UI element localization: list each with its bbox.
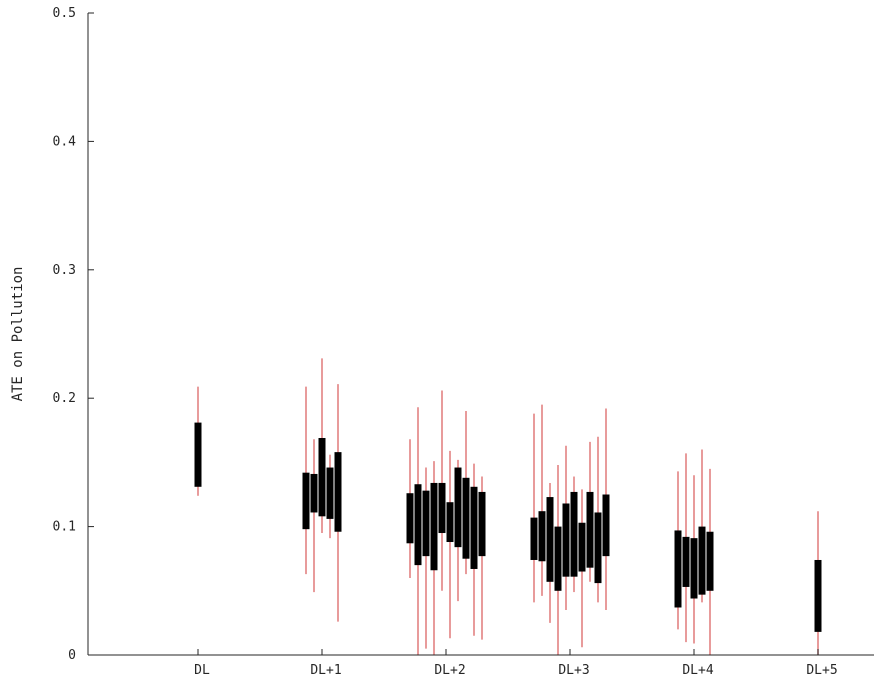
box: [414, 484, 422, 566]
box: [430, 482, 438, 571]
box: [706, 531, 714, 591]
box: [310, 473, 318, 513]
box: [690, 538, 698, 599]
box: [602, 494, 610, 557]
y-axis-label: ATE on Pollution: [10, 267, 26, 402]
x-tick-label: DL+3: [558, 663, 589, 678]
box: [478, 491, 486, 557]
box: [538, 511, 546, 562]
box: [446, 502, 454, 543]
box: [318, 438, 326, 517]
x-tick-label: DL: [194, 663, 210, 678]
box: [454, 467, 462, 548]
box: [674, 530, 682, 608]
box: [438, 482, 446, 534]
x-tick-label: DL+1: [310, 663, 341, 678]
box-group: [674, 449, 714, 655]
box: [682, 536, 690, 587]
y-tick-label: 0.5: [53, 6, 76, 21]
x-tick-label: DL+2: [434, 663, 465, 678]
box: [594, 512, 602, 584]
y-tick-label: 0.1: [53, 520, 76, 535]
box: [546, 497, 554, 582]
box: [554, 526, 562, 591]
box: [470, 486, 478, 569]
box: [530, 517, 538, 560]
box: [406, 493, 414, 544]
box-group: [406, 390, 486, 655]
box: [562, 503, 570, 577]
x-tick-label: DL+4: [682, 663, 713, 678]
box: [462, 477, 470, 559]
box: [578, 522, 586, 572]
box-group: [814, 511, 822, 655]
x-ticks: DL DL+1 DL+2 DL+3 DL+4 DL+5: [194, 649, 838, 678]
box-group: [530, 404, 610, 655]
y-tick-label: 0.3: [53, 263, 76, 278]
y-ticks: 0 0.1 0.2 0.3 0.4 0.5: [53, 6, 94, 663]
box: [326, 467, 334, 519]
box: [194, 422, 202, 487]
box: [570, 491, 578, 577]
box: [814, 559, 822, 632]
y-tick-label: 0: [68, 648, 76, 663]
box: [302, 472, 310, 530]
x-tick-label: DL+5: [806, 663, 837, 678]
box-group: [302, 358, 342, 622]
box: [586, 491, 594, 568]
axes: [87, 13, 874, 656]
box: [698, 526, 706, 595]
box: [422, 490, 430, 557]
box-group: [194, 386, 202, 496]
plot-area: [194, 358, 822, 655]
box: [334, 452, 342, 532]
y-tick-label: 0.2: [53, 391, 76, 406]
y-tick-label: 0.4: [53, 134, 77, 149]
